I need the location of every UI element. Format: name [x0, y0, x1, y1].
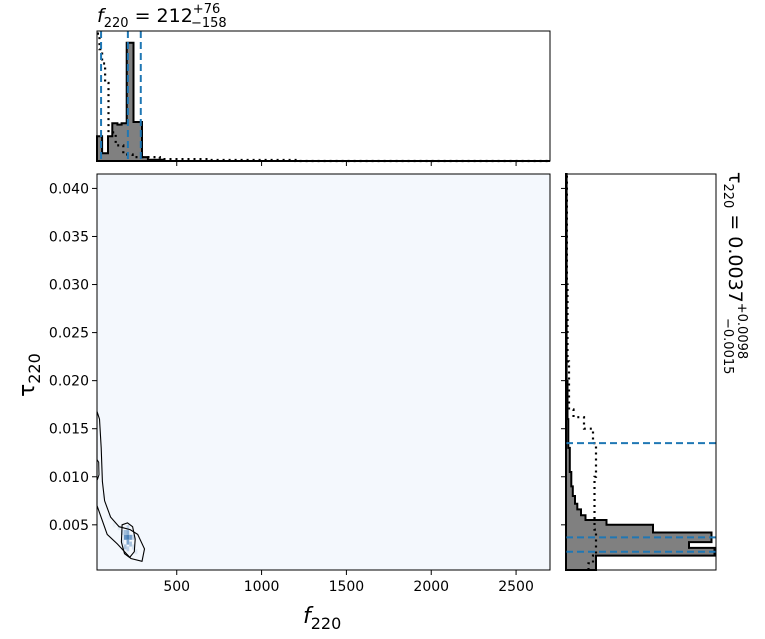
svg-text:τ220: τ220 — [15, 353, 44, 397]
density-cell — [123, 530, 127, 536]
tau220-title-subscript: 220 — [720, 183, 735, 208]
density-cell — [126, 530, 130, 536]
density-cell — [123, 544, 127, 550]
y-tick-label: 0.010 — [49, 470, 89, 486]
density-cell — [121, 539, 124, 545]
y-tick-label: 0.040 — [49, 181, 89, 197]
f220-histogram-frame — [96, 30, 551, 162]
density-cell — [134, 549, 138, 555]
tau220-title-lower-error: −0.0015 — [720, 318, 735, 374]
x-tick-label: 500 — [163, 579, 190, 595]
x-axis-label-symbol: f — [303, 604, 314, 629]
tau220-histogram-frame — [565, 173, 717, 571]
x-axis-label-subscript: 220 — [311, 614, 342, 633]
contour-inner — [120, 522, 136, 559]
tau220-prior-dotted-line — [565, 174, 598, 570]
density-cell — [121, 530, 124, 536]
y-tick-label: 0.015 — [49, 422, 89, 438]
tau220-histogram-bars — [565, 173, 716, 571]
f220-title-symbol: f — [97, 5, 107, 27]
x-tick-label: 1000 — [244, 579, 280, 595]
f220-title-subscript: 220 — [104, 16, 129, 31]
f220-histogram-panel — [96, 30, 551, 166]
density-cell — [131, 534, 135, 540]
density-cell — [126, 539, 130, 545]
x-tick-label: 2500 — [498, 579, 534, 595]
density-cell — [112, 522, 116, 528]
joint-background — [97, 174, 550, 570]
density-cell — [117, 525, 121, 531]
density-cell — [126, 525, 130, 531]
f220-prior-dotted-line — [97, 32, 550, 163]
y-tick-label: 0.020 — [49, 374, 89, 390]
y-axis-label-symbol: τ — [15, 384, 40, 397]
y-axis-label: τ220 — [15, 353, 44, 397]
tau220-title-value: 0.0037 — [724, 236, 746, 302]
f220-title-value: 212 — [157, 5, 193, 27]
f220-title-lower-error: −158 — [191, 16, 227, 31]
svg-text:τ220 = 0.0037+0.0098: τ220 = 0.0037+0.0098 — [720, 172, 749, 359]
density-cell — [126, 534, 130, 540]
density-cell — [126, 546, 130, 552]
contour-outer — [96, 411, 146, 562]
x-tick-label: 2000 — [413, 579, 449, 595]
density-cell — [129, 541, 132, 547]
tau220-posterior-title: τ220 = 0.0037+0.0098 −0.0015 — [720, 172, 749, 374]
tau220-title-symbol: τ — [724, 172, 746, 183]
joint-frame — [96, 173, 551, 571]
f220-title-upper-error: +76 — [193, 2, 220, 17]
x-tick-label: 1500 — [329, 579, 365, 595]
y-tick-label: 0.025 — [49, 326, 89, 342]
density-cell — [123, 534, 127, 540]
y-tick-label: 0.035 — [49, 229, 89, 245]
y-axis-label-subscript: 220 — [25, 353, 44, 384]
x-axis-label: f220 — [303, 604, 341, 633]
y-tick-label: 0.005 — [49, 518, 89, 534]
density-cell — [131, 544, 135, 550]
tau220-title-upper-error: +0.0098 — [734, 303, 749, 359]
f220-title-equals: = — [129, 5, 157, 27]
tau220-histogram-panel — [561, 173, 717, 571]
density-cell — [129, 534, 132, 540]
tau220-title-equals: = — [724, 208, 746, 236]
y-tick-label: 0.030 — [49, 278, 89, 294]
f220-histogram-bars — [96, 41, 550, 162]
density-cell — [107, 514, 111, 520]
f220-posterior-title: f220 = 212+76 — [97, 2, 220, 31]
joint-density-panel: 500 1000 1500 2000 2500 0.005 0.010 0.015 0.020 0… — [49, 173, 551, 595]
